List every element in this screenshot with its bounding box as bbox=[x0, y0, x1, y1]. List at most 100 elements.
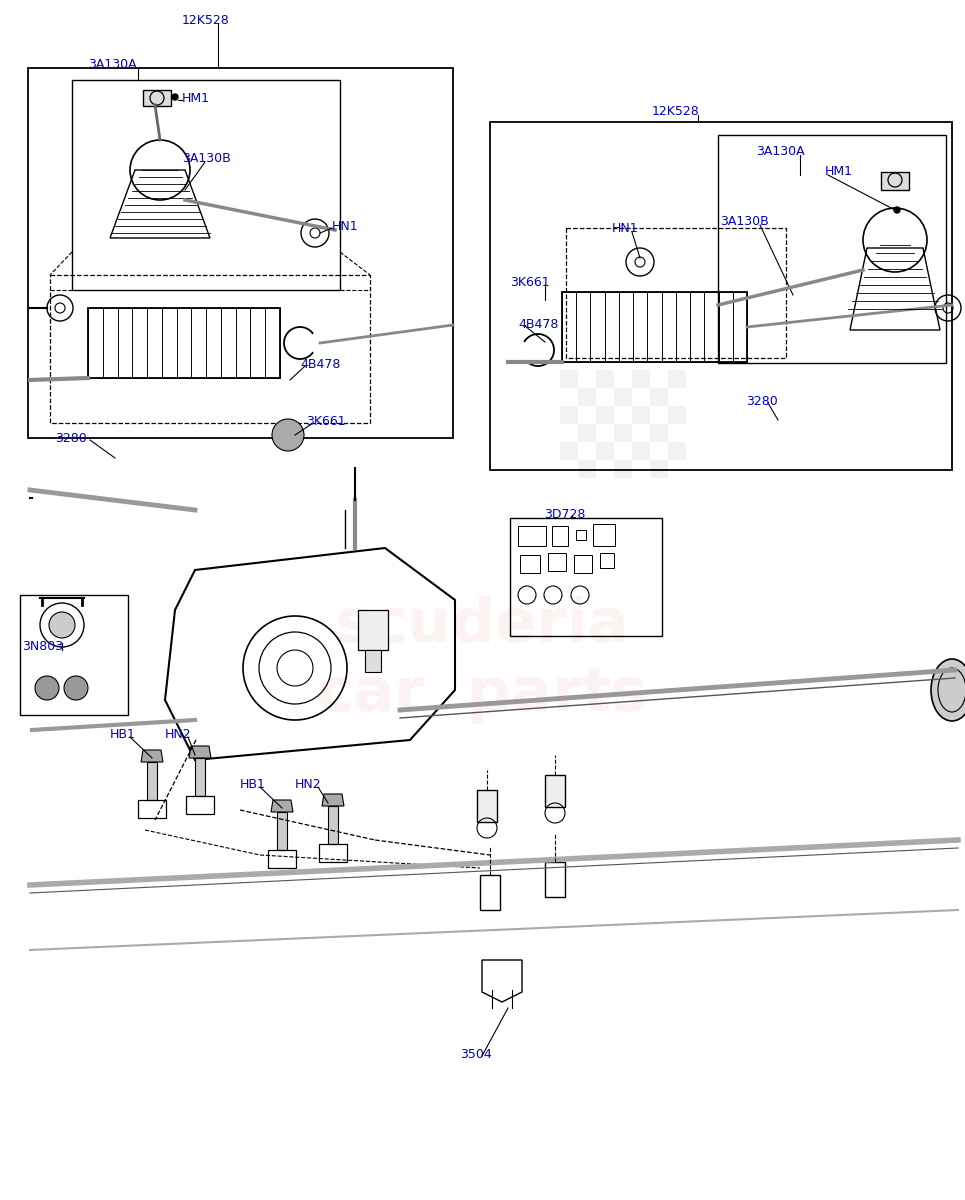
Bar bbox=[718, 134, 946, 362]
Text: HN1: HN1 bbox=[612, 222, 639, 235]
Bar bbox=[20, 595, 128, 715]
Bar bbox=[578, 424, 596, 442]
Bar bbox=[600, 553, 614, 568]
Text: HM1: HM1 bbox=[182, 92, 210, 104]
Bar bbox=[719, 292, 732, 362]
Bar bbox=[195, 758, 205, 796]
Bar bbox=[560, 370, 578, 388]
Bar bbox=[596, 406, 614, 424]
Bar bbox=[518, 526, 546, 546]
Bar bbox=[881, 172, 909, 190]
Bar bbox=[191, 308, 207, 378]
Circle shape bbox=[172, 94, 178, 100]
Bar bbox=[118, 308, 132, 378]
Bar bbox=[72, 80, 340, 290]
Bar bbox=[28, 68, 453, 438]
Bar bbox=[648, 292, 662, 362]
Bar bbox=[614, 388, 632, 406]
Bar bbox=[560, 442, 578, 460]
Bar bbox=[277, 812, 287, 850]
Text: HB1: HB1 bbox=[110, 728, 136, 740]
Bar bbox=[668, 370, 686, 388]
Bar bbox=[88, 308, 102, 378]
Text: 4B478: 4B478 bbox=[518, 318, 559, 331]
Bar bbox=[477, 790, 497, 822]
Bar bbox=[732, 292, 747, 362]
Bar bbox=[560, 406, 578, 424]
Bar bbox=[619, 292, 633, 362]
Bar bbox=[50, 275, 370, 422]
Bar bbox=[578, 388, 596, 406]
Bar bbox=[545, 862, 565, 898]
Bar bbox=[662, 292, 675, 362]
Text: 4B478: 4B478 bbox=[300, 358, 341, 371]
Bar bbox=[143, 90, 171, 106]
Text: scuderia
car  parts: scuderia car parts bbox=[317, 596, 648, 724]
Bar bbox=[668, 406, 686, 424]
Polygon shape bbox=[141, 750, 163, 762]
Bar bbox=[650, 460, 668, 478]
Circle shape bbox=[35, 676, 59, 700]
Bar bbox=[562, 292, 747, 362]
Circle shape bbox=[894, 206, 900, 214]
Bar bbox=[566, 228, 786, 358]
Bar bbox=[319, 844, 347, 862]
Bar bbox=[578, 460, 596, 478]
Text: 3A130A: 3A130A bbox=[88, 58, 137, 71]
Bar bbox=[268, 850, 296, 868]
Ellipse shape bbox=[931, 659, 965, 721]
Bar bbox=[576, 292, 591, 362]
Polygon shape bbox=[271, 800, 293, 812]
Bar bbox=[690, 292, 704, 362]
Bar bbox=[265, 308, 280, 378]
Bar bbox=[562, 292, 576, 362]
Bar bbox=[614, 424, 632, 442]
Bar bbox=[520, 554, 540, 572]
Bar bbox=[650, 424, 668, 442]
Bar bbox=[632, 370, 650, 388]
Bar bbox=[593, 524, 615, 546]
Bar bbox=[251, 308, 265, 378]
Text: 3K661: 3K661 bbox=[306, 415, 345, 428]
Bar bbox=[676, 292, 690, 362]
Bar bbox=[632, 442, 650, 460]
Bar bbox=[102, 308, 118, 378]
Bar bbox=[132, 308, 147, 378]
Text: HB1: HB1 bbox=[240, 778, 266, 791]
Circle shape bbox=[64, 676, 88, 700]
Text: 3280: 3280 bbox=[55, 432, 87, 445]
Text: 3504: 3504 bbox=[460, 1048, 492, 1061]
Bar bbox=[650, 388, 668, 406]
Bar bbox=[177, 308, 191, 378]
Bar bbox=[186, 796, 214, 814]
Bar bbox=[221, 308, 235, 378]
Text: 3A130A: 3A130A bbox=[756, 145, 805, 158]
Polygon shape bbox=[322, 794, 344, 806]
Text: HM1: HM1 bbox=[825, 164, 853, 178]
Bar bbox=[328, 806, 338, 844]
Bar bbox=[358, 610, 388, 650]
Text: 3D728: 3D728 bbox=[544, 508, 586, 521]
Text: 12K528: 12K528 bbox=[652, 104, 700, 118]
Bar bbox=[668, 442, 686, 460]
Bar bbox=[552, 526, 568, 546]
Bar bbox=[545, 775, 565, 806]
Bar bbox=[574, 554, 592, 572]
Bar bbox=[548, 553, 566, 571]
Polygon shape bbox=[189, 746, 211, 758]
Bar bbox=[147, 762, 157, 800]
Bar bbox=[605, 292, 619, 362]
Bar bbox=[490, 122, 952, 470]
Bar bbox=[596, 442, 614, 460]
Bar bbox=[88, 308, 280, 378]
Bar bbox=[138, 800, 166, 818]
Bar bbox=[510, 518, 662, 636]
Text: 3280: 3280 bbox=[746, 395, 778, 408]
Bar bbox=[235, 308, 251, 378]
Bar bbox=[147, 308, 162, 378]
Text: HN2: HN2 bbox=[165, 728, 192, 740]
Text: 3K661: 3K661 bbox=[510, 276, 550, 289]
Bar bbox=[576, 530, 586, 540]
Text: 12K528: 12K528 bbox=[182, 14, 230, 26]
Circle shape bbox=[272, 419, 304, 451]
